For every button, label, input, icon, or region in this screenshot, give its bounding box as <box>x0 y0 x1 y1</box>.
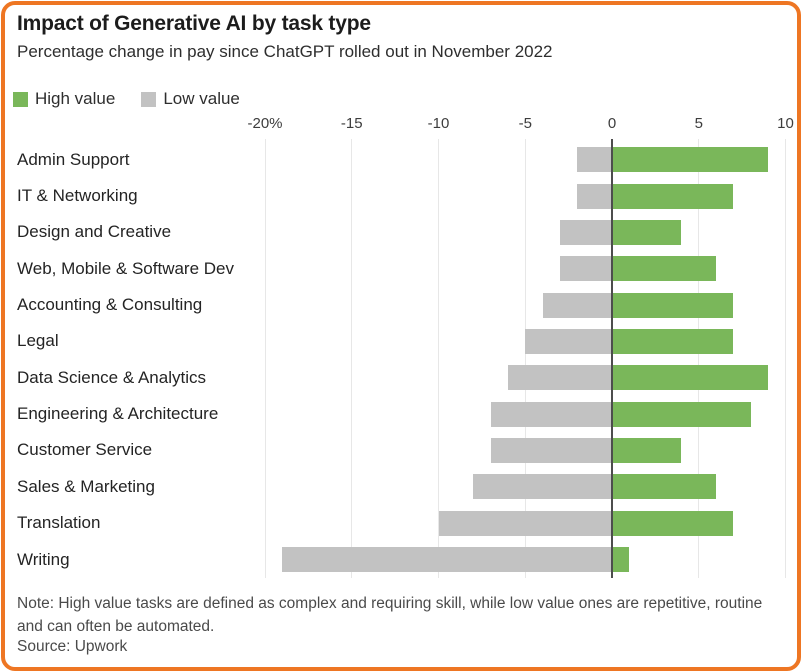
bar-low-value <box>490 437 612 463</box>
category-label: Web, Mobile & Software Dev <box>17 258 234 278</box>
grid-line <box>438 139 439 578</box>
category-label: Legal <box>17 331 59 351</box>
bar-high-value <box>612 256 717 282</box>
category-label: Sales & Marketing <box>17 476 155 496</box>
bar-high-value <box>612 510 734 536</box>
x-axis-tick-label: 10 <box>777 115 794 132</box>
category-label: Engineering & Architecture <box>17 404 219 424</box>
bar-high-value <box>612 365 769 391</box>
low-value-swatch-icon <box>141 91 157 107</box>
x-axis-tick-label: 0 <box>607 115 617 132</box>
bar-low-value <box>507 365 612 391</box>
legend: High value Low value <box>13 89 240 109</box>
bar-low-value <box>577 147 612 173</box>
bar-low-value <box>282 547 612 573</box>
category-label: Design and Creative <box>17 222 172 242</box>
legend-item-high-value: High value <box>13 89 115 109</box>
chart-note: Note: High value tasks are defined as co… <box>17 595 763 635</box>
bar-high-value <box>612 292 734 318</box>
bar-high-value <box>612 328 734 354</box>
bar-low-value <box>559 219 612 245</box>
category-label: Customer Service <box>17 440 153 460</box>
x-axis-tick-label: 5 <box>694 115 703 132</box>
bar-high-value <box>612 147 769 173</box>
bar-low-value <box>559 256 612 282</box>
x-axis-tick-label: -20% <box>247 115 283 132</box>
bar-high-value <box>612 474 717 500</box>
zero-axis-line <box>611 139 613 578</box>
bar-high-value <box>612 183 734 209</box>
grid-line <box>351 139 353 578</box>
bar-low-value <box>438 510 612 536</box>
bar-high-value <box>612 401 751 427</box>
bar-low-value <box>525 328 612 354</box>
grid-line <box>785 139 786 578</box>
legend-item-low-value: Low value <box>141 89 240 109</box>
category-label: Data Science & Analytics <box>17 367 206 387</box>
bar-low-value <box>577 183 612 209</box>
x-axis-tick-label: -5 <box>518 115 532 132</box>
category-label: IT & Networking <box>17 186 138 206</box>
bar-low-value <box>542 292 612 318</box>
category-label: Accounting & Consulting <box>17 295 203 315</box>
x-axis-tick-label: -15 <box>340 115 363 132</box>
bar-high-value <box>612 437 682 463</box>
chart-subtitle: Percentage change in pay since ChatGPT r… <box>17 42 553 61</box>
category-label: Translation <box>17 513 101 533</box>
category-label: Writing <box>17 549 70 569</box>
grid-line <box>264 139 266 578</box>
chart-title: Impact of Generative AI by task type <box>17 12 371 35</box>
bar-low-value <box>490 401 612 427</box>
grid-line <box>698 139 700 578</box>
category-label: Admin Support <box>17 149 130 169</box>
chart-source: Source: Upwork <box>17 638 128 655</box>
bar-high-value <box>612 219 682 245</box>
grid-line <box>524 139 526 578</box>
legend-label-high-value: High value <box>35 89 116 108</box>
legend-label-low-value: Low value <box>163 89 240 108</box>
bar-low-value <box>473 474 612 500</box>
x-axis-tick-label: -10 <box>427 115 450 132</box>
bar-high-value <box>612 547 630 573</box>
high-value-swatch-icon <box>13 91 28 107</box>
